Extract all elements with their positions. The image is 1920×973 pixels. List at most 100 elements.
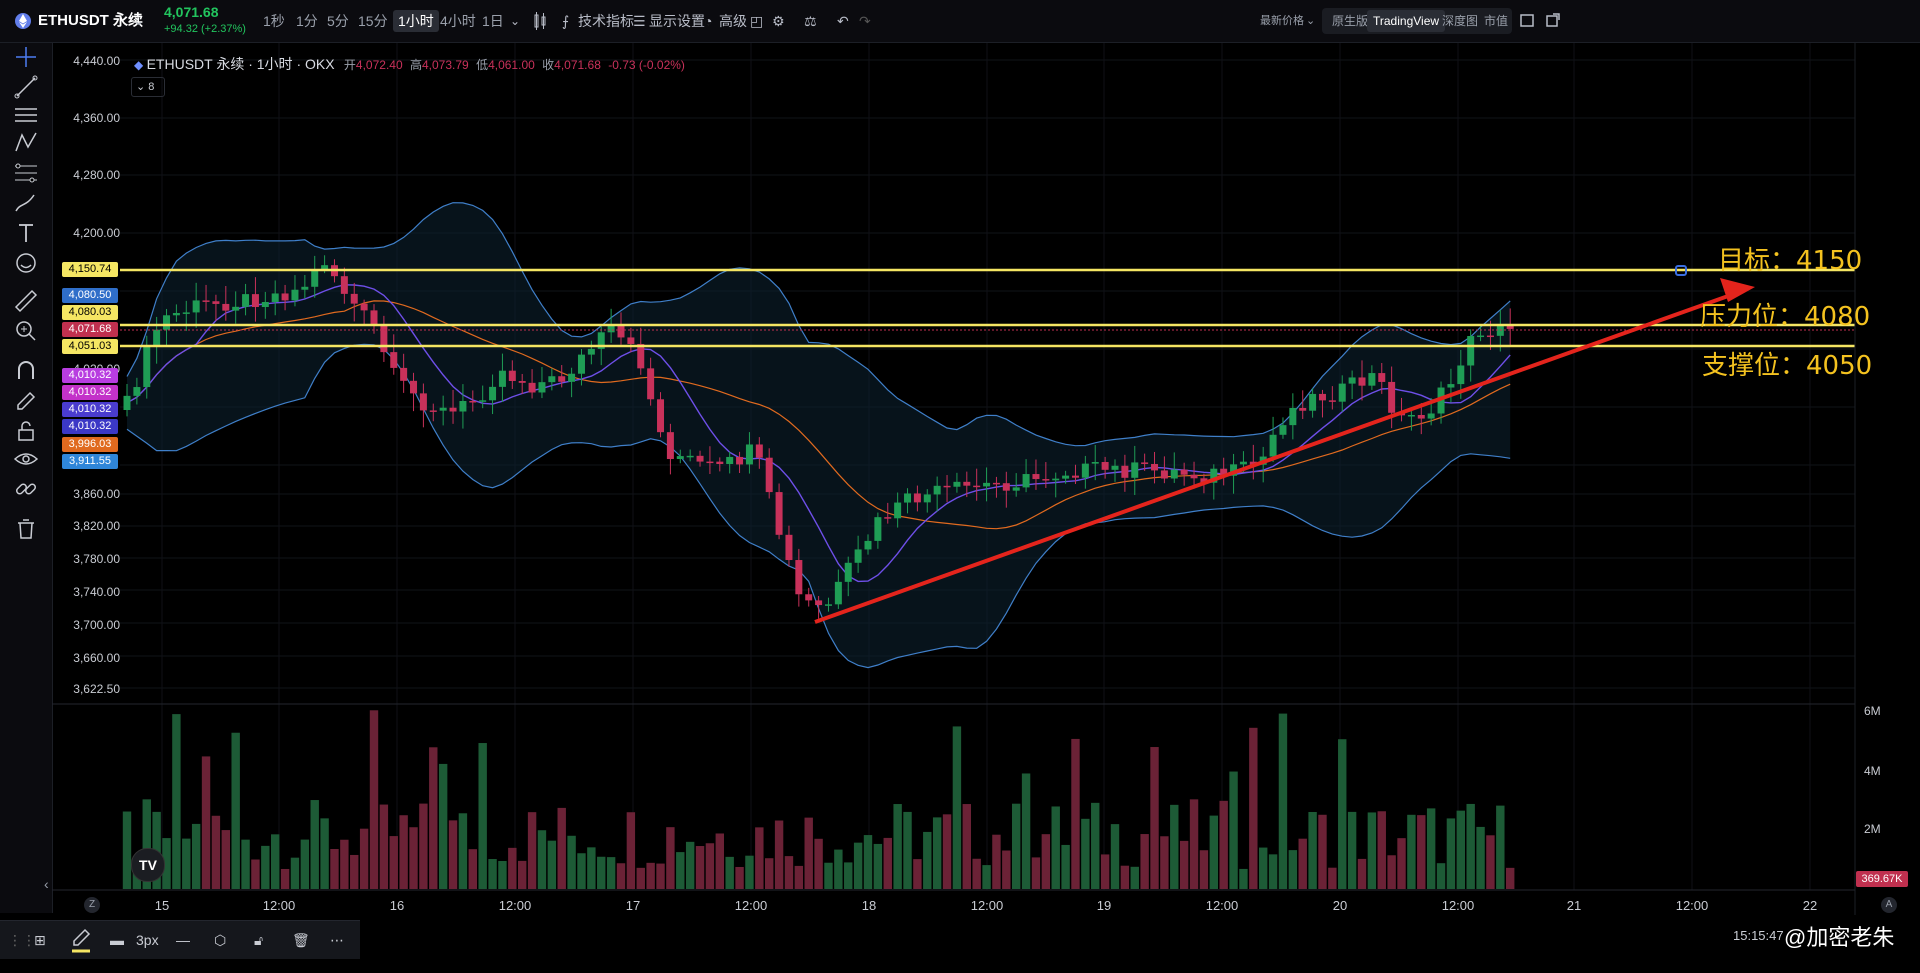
gear-icon[interactable]: ⚙	[772, 13, 785, 29]
trash-icon[interactable]	[12, 515, 40, 543]
tf-1d[interactable]: 1日	[482, 13, 504, 29]
view-tradingview[interactable]: TradingView	[1367, 10, 1446, 32]
lock-drawing-pencil-icon[interactable]	[12, 387, 40, 415]
x-tick: 22	[1802, 898, 1818, 913]
tf-1s[interactable]: 1秒	[263, 13, 285, 29]
candle-body	[1407, 414, 1415, 417]
candle-body	[1230, 464, 1238, 476]
volume-bar	[814, 838, 823, 889]
timezone-z-icon[interactable]: Z	[84, 897, 100, 913]
candle-body	[1457, 365, 1465, 385]
volume-bar	[1041, 834, 1051, 889]
display-settings-icon[interactable]: ☰	[633, 13, 646, 29]
chevron-down-icon[interactable]: ⌄	[134, 14, 145, 28]
lock-icon[interactable]	[12, 417, 40, 445]
advanced-icon[interactable]: ◔	[704, 13, 713, 29]
indicators-icon[interactable]: ⨍	[562, 13, 570, 29]
view-native[interactable]: 原生版	[1332, 14, 1369, 28]
candle-body	[1121, 465, 1129, 478]
undo-icon[interactable]: ↶	[837, 13, 849, 29]
pencil-color-icon[interactable]	[70, 921, 92, 959]
more-timeframes-icon[interactable]: ⌄	[510, 14, 521, 28]
horizontal-lines-icon[interactable]	[12, 101, 40, 129]
candle-body	[182, 312, 190, 314]
fullscreen-icon[interactable]	[1520, 0, 1534, 42]
templates-icon[interactable]: ⊞	[34, 932, 46, 948]
candle-body	[1289, 407, 1297, 426]
tf-15m[interactable]: 15分	[358, 13, 388, 29]
volume-bar	[518, 860, 527, 889]
candle-body	[795, 560, 803, 595]
brush-icon[interactable]	[12, 189, 40, 217]
drag-handle-icon[interactable]: ⋮⋮	[8, 932, 36, 948]
display-settings-button[interactable]: 显示设置	[649, 13, 705, 29]
candle-body	[1131, 462, 1139, 478]
price-mode-chevron-icon[interactable]: ⌄	[1306, 15, 1316, 27]
indicators-button[interactable]: 技术指标	[578, 13, 634, 29]
tf-5m[interactable]: 5分	[327, 13, 349, 29]
text-tool-icon[interactable]	[12, 219, 40, 247]
candle-body	[251, 294, 259, 308]
volume-bar	[1130, 866, 1139, 889]
candle-body	[1081, 463, 1089, 478]
candle-body	[657, 399, 665, 433]
view-depth[interactable]: 深度图	[1442, 14, 1479, 28]
unlock-icon[interactable]: 🔓︎	[254, 932, 264, 948]
symbol-selector[interactable]: ETHUSDT 永续	[38, 12, 144, 29]
trash-icon[interactable]: 🗑︎	[292, 932, 310, 948]
line-style-icon[interactable]: —	[176, 932, 190, 948]
popout-icon[interactable]	[1546, 0, 1560, 42]
x-tick: 12:00	[262, 898, 296, 913]
candle-body	[775, 492, 783, 535]
eye-icon[interactable]	[12, 445, 40, 473]
candle-body	[360, 303, 368, 311]
collapse-left-icon[interactable]: ‹	[44, 876, 49, 892]
advanced-button[interactable]: 高级	[719, 13, 747, 29]
link-icon[interactable]	[12, 475, 40, 503]
pattern-tool-icon[interactable]	[12, 129, 40, 157]
candle-body	[1062, 475, 1070, 479]
candle-body	[311, 269, 319, 287]
volume-bar	[1347, 811, 1357, 889]
volume-bar	[1328, 867, 1337, 889]
fib-tool-icon[interactable]	[12, 159, 40, 187]
auto-scale-a-icon[interactable]: A	[1881, 897, 1897, 913]
volume-bar	[942, 814, 952, 889]
settings-hex-icon[interactable]: ⬡	[214, 932, 227, 948]
ruler-icon[interactable]	[12, 287, 40, 315]
line-width-value[interactable]: 3px	[136, 932, 159, 948]
tf-1h[interactable]: 1小时	[393, 10, 439, 32]
compare-scale-icon[interactable]: ⚖	[804, 13, 817, 29]
candle-body	[1348, 377, 1356, 384]
redo-icon[interactable]: ↷	[859, 13, 871, 29]
y-tick: 3,740.00	[73, 585, 120, 599]
volume-bar	[1081, 818, 1090, 889]
volume-bar	[1219, 800, 1228, 889]
candle-body	[647, 368, 655, 400]
price-mode-select[interactable]: 最新价格	[1260, 15, 1304, 27]
volume-bar	[1417, 815, 1426, 889]
candle-type-icon[interactable]	[533, 0, 547, 42]
more-icon[interactable]: ⋯	[330, 932, 344, 948]
candle-body	[597, 332, 605, 349]
volume-bar	[646, 862, 655, 889]
volume-bar	[231, 732, 240, 889]
snapshot-icon[interactable]: ◰	[750, 13, 764, 29]
candle-body	[1220, 468, 1228, 476]
y-tick: 3,860.00	[73, 487, 120, 501]
tf-1m[interactable]: 1分	[296, 13, 318, 29]
magnet-icon[interactable]	[12, 357, 40, 385]
emoji-icon[interactable]	[12, 249, 40, 277]
crosshair-icon[interactable]	[12, 43, 40, 71]
zoom-in-icon[interactable]	[12, 317, 40, 345]
line-width-icon[interactable]: ▬	[110, 932, 124, 948]
view-marketcap[interactable]: 市值	[1484, 14, 1509, 28]
y-tick: 3,820.00	[73, 519, 120, 533]
x-tick: 12:00	[498, 898, 532, 913]
trend-line-icon[interactable]	[12, 73, 40, 101]
indicators-collapse-button[interactable]: ⌄ 8	[131, 77, 165, 97]
tf-4h[interactable]: 4小时	[440, 13, 476, 29]
volume-bar	[251, 859, 260, 889]
volume-bar	[1436, 863, 1446, 889]
